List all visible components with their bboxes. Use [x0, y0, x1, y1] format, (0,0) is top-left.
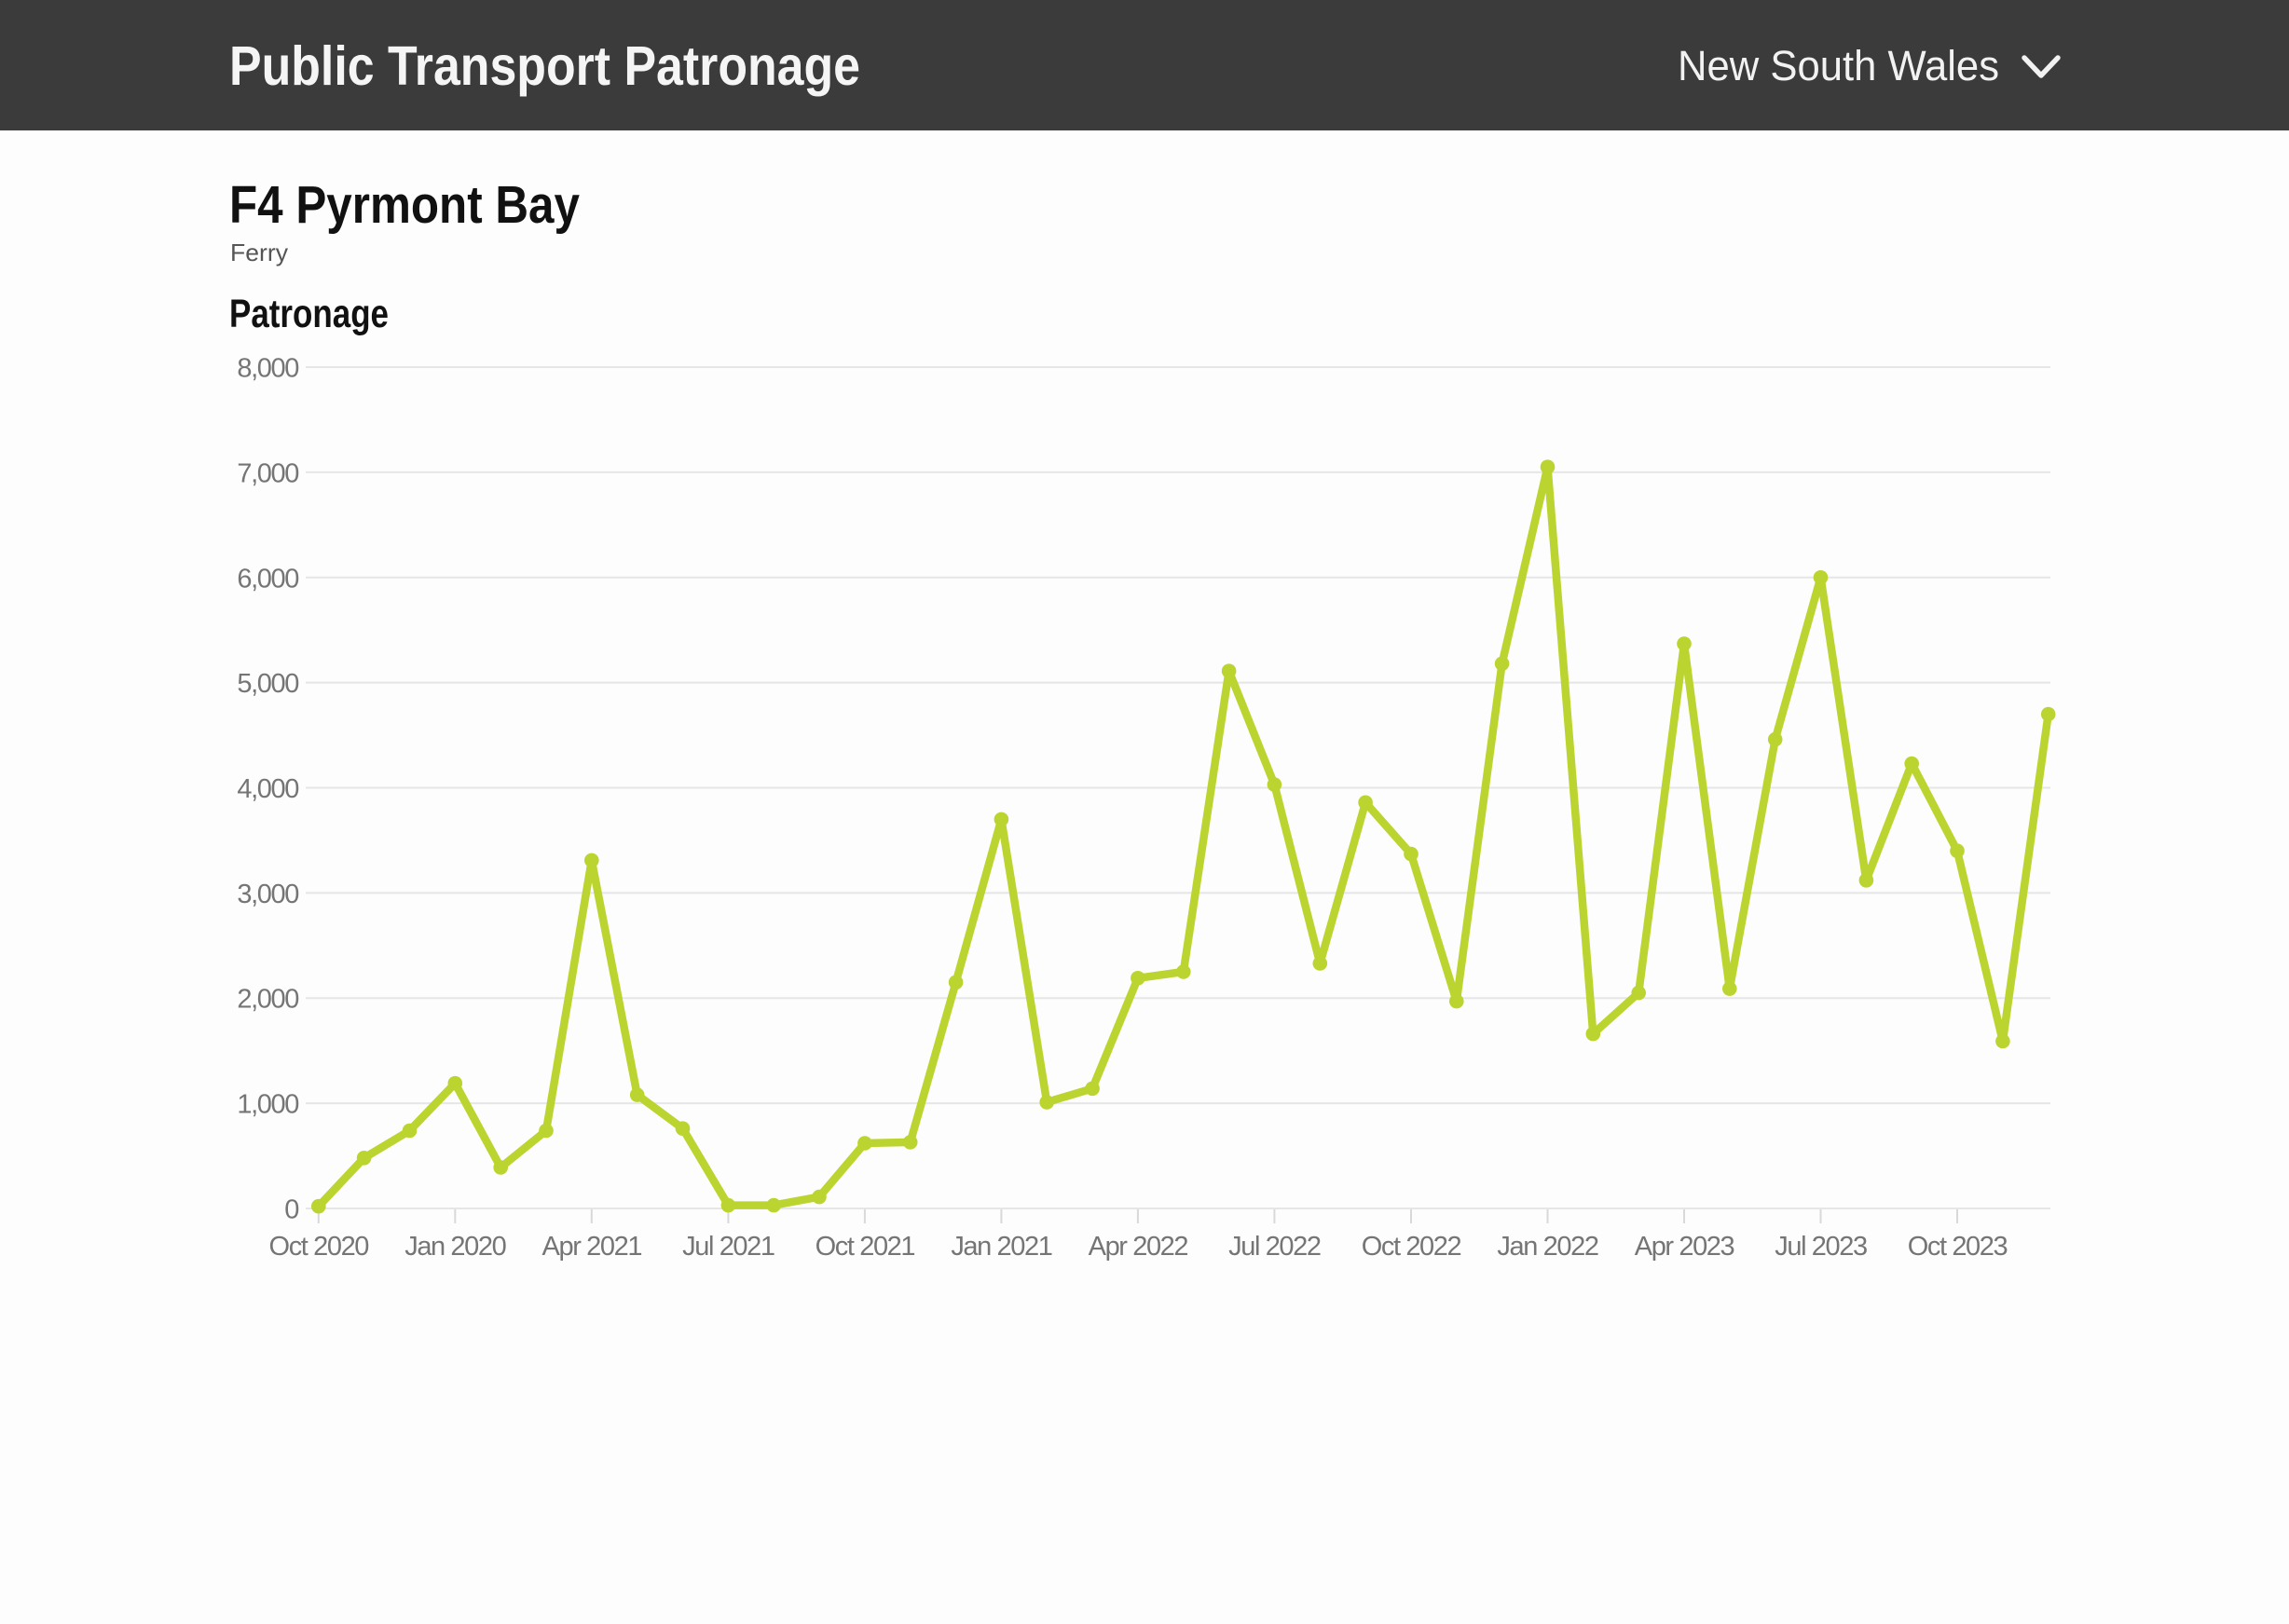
svg-text:Apr 2022: Apr 2022 [1089, 1232, 1188, 1262]
svg-text:1,000: 1,000 [237, 1090, 298, 1120]
svg-text:8,000: 8,000 [237, 354, 298, 384]
svg-text:Oct 2020: Oct 2020 [269, 1232, 369, 1262]
svg-text:Ferry: Ferry [230, 239, 288, 266]
svg-text:6,000: 6,000 [237, 564, 298, 594]
svg-text:4,000: 4,000 [237, 774, 298, 804]
svg-text:5,000: 5,000 [237, 669, 298, 699]
svg-text:2,000: 2,000 [237, 985, 298, 1015]
svg-text:0: 0 [284, 1195, 298, 1225]
svg-text:7,000: 7,000 [237, 458, 298, 488]
svg-text:Jul 2023: Jul 2023 [1775, 1232, 1867, 1262]
svg-text:Apr 2023: Apr 2023 [1635, 1232, 1734, 1262]
svg-text:Patronage: Patronage [229, 292, 389, 336]
svg-text:Jul 2022: Jul 2022 [1228, 1232, 1321, 1262]
svg-text:Oct 2021: Oct 2021 [816, 1232, 915, 1262]
svg-text:F4 Pyrmont Bay: F4 Pyrmont Bay [229, 175, 580, 235]
svg-text:3,000: 3,000 [237, 880, 298, 909]
svg-text:Oct 2023: Oct 2023 [1908, 1232, 2008, 1262]
svg-text:New South Wales: New South Wales [1678, 42, 1999, 89]
svg-text:Jan 2021: Jan 2021 [951, 1232, 1051, 1262]
svg-text:Apr 2021: Apr 2021 [542, 1232, 642, 1262]
svg-text:Jul 2021: Jul 2021 [682, 1232, 774, 1262]
svg-text:Public Transport Patronage: Public Transport Patronage [229, 35, 860, 97]
svg-text:Jan 2020: Jan 2020 [404, 1232, 505, 1262]
svg-text:Oct 2022: Oct 2022 [1362, 1232, 1461, 1262]
svg-text:Jan 2022: Jan 2022 [1497, 1232, 1597, 1262]
